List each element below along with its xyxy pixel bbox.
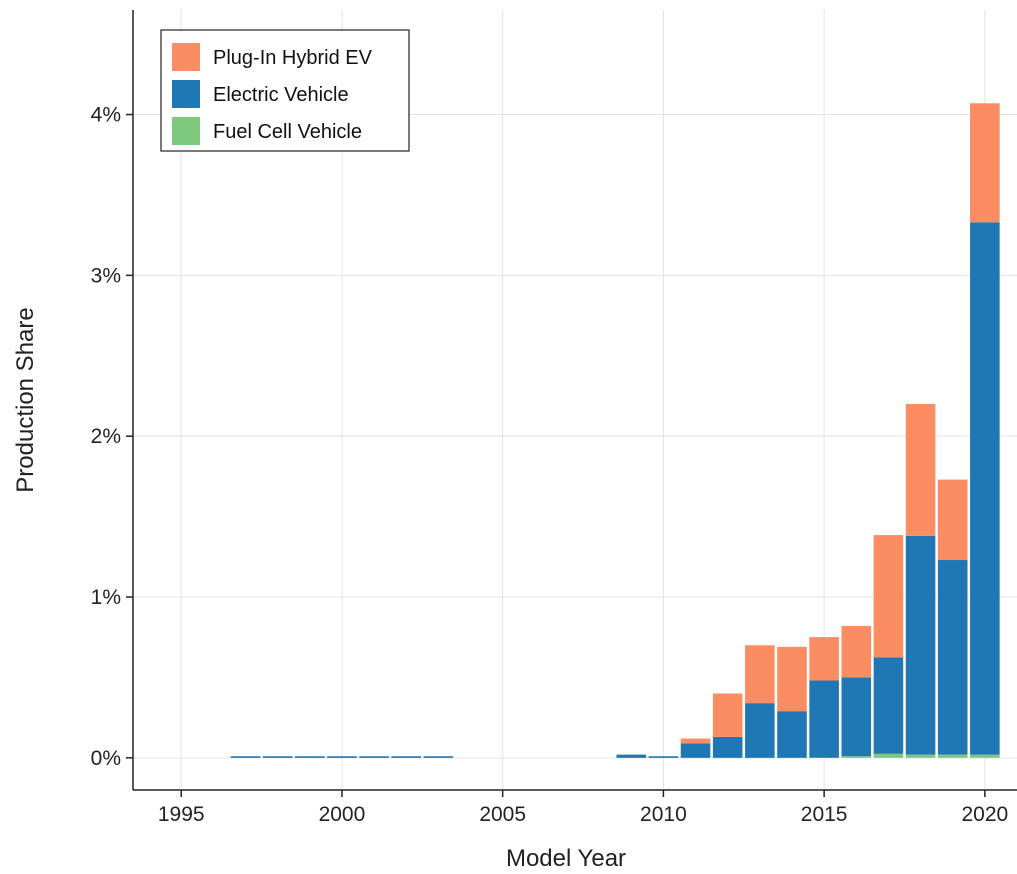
y-tick-label: 1% (91, 586, 121, 609)
bar-plug-in-hybrid-ev (712, 693, 743, 737)
bar-plug-in-hybrid-ev (873, 535, 904, 658)
x-tick-label: 2015 (801, 803, 848, 826)
bar-electric-vehicle (777, 711, 807, 758)
bar-fuel-cell-vehicle (970, 754, 1000, 758)
x-axis-title: Model Year (506, 845, 626, 872)
bar-plug-in-hybrid-ev (680, 738, 711, 744)
bar-electric-vehicle (937, 560, 968, 755)
legend-swatch (172, 43, 200, 71)
bar-electric-vehicle (616, 754, 647, 758)
bar-electric-vehicle (970, 222, 1000, 755)
bar-fuel-cell-vehicle (937, 754, 968, 758)
bar-plug-in-hybrid-ev (970, 103, 1000, 223)
bar-plug-in-hybrid-ev (777, 646, 807, 712)
x-tick-label: 1995 (158, 803, 205, 826)
bar-fuel-cell-vehicle (841, 756, 872, 758)
legend-label: Electric Vehicle (213, 84, 349, 106)
bar-electric-vehicle (295, 756, 325, 758)
legend-label: Plug-In Hybrid EV (213, 47, 373, 69)
x-tick-label: 2005 (479, 803, 526, 826)
bar-plug-in-hybrid-ev (905, 404, 936, 536)
y-axis-title: Production Share (12, 307, 39, 492)
y-tick-label: 4% (91, 104, 121, 127)
bar-electric-vehicle (327, 756, 357, 758)
bar-plug-in-hybrid-ev (937, 479, 968, 561)
bar-electric-vehicle (809, 680, 839, 758)
bar-plug-in-hybrid-ev (841, 625, 872, 678)
bar-electric-vehicle (905, 535, 936, 755)
y-tick-label: 0% (91, 747, 121, 770)
bar-electric-vehicle (745, 703, 775, 758)
bar-electric-vehicle (230, 756, 261, 758)
y-tick-label: 2% (91, 425, 121, 448)
legend-box (160, 29, 410, 152)
bar-electric-vehicle (359, 756, 389, 758)
bar-electric-vehicle (648, 756, 679, 758)
x-tick-label: 2010 (640, 803, 687, 826)
bar-fuel-cell-vehicle (905, 754, 936, 758)
legend-swatch (172, 80, 200, 108)
bar-electric-vehicle (712, 736, 743, 758)
x-axis-ticks: 1995 2000 2005 2010 2015 2020 (158, 790, 1008, 826)
bar-electric-vehicle (391, 756, 422, 758)
bar-fuel-cell-vehicle (873, 753, 904, 758)
x-tick-label: 2020 (961, 803, 1008, 826)
y-axis-ticks: 0% 1% 2% 3% 4% (91, 104, 133, 770)
bar-electric-vehicle (841, 677, 872, 757)
legend-label: Fuel Cell Vehicle (213, 121, 362, 143)
bar-electric-vehicle (680, 743, 711, 758)
bar-plug-in-hybrid-ev (745, 645, 775, 704)
bar-electric-vehicle (423, 756, 454, 758)
axes (132, 10, 1017, 791)
bars (230, 103, 1000, 758)
x-tick-label: 2000 (319, 803, 366, 826)
bar-electric-vehicle (262, 756, 293, 758)
legend-swatch (172, 117, 200, 145)
bar-electric-vehicle (873, 657, 904, 754)
y-tick-label: 3% (91, 264, 121, 287)
bar-plug-in-hybrid-ev (809, 637, 839, 681)
legend: Plug-In Hybrid EV Electric Vehicle Fuel Ce… (160, 29, 410, 152)
